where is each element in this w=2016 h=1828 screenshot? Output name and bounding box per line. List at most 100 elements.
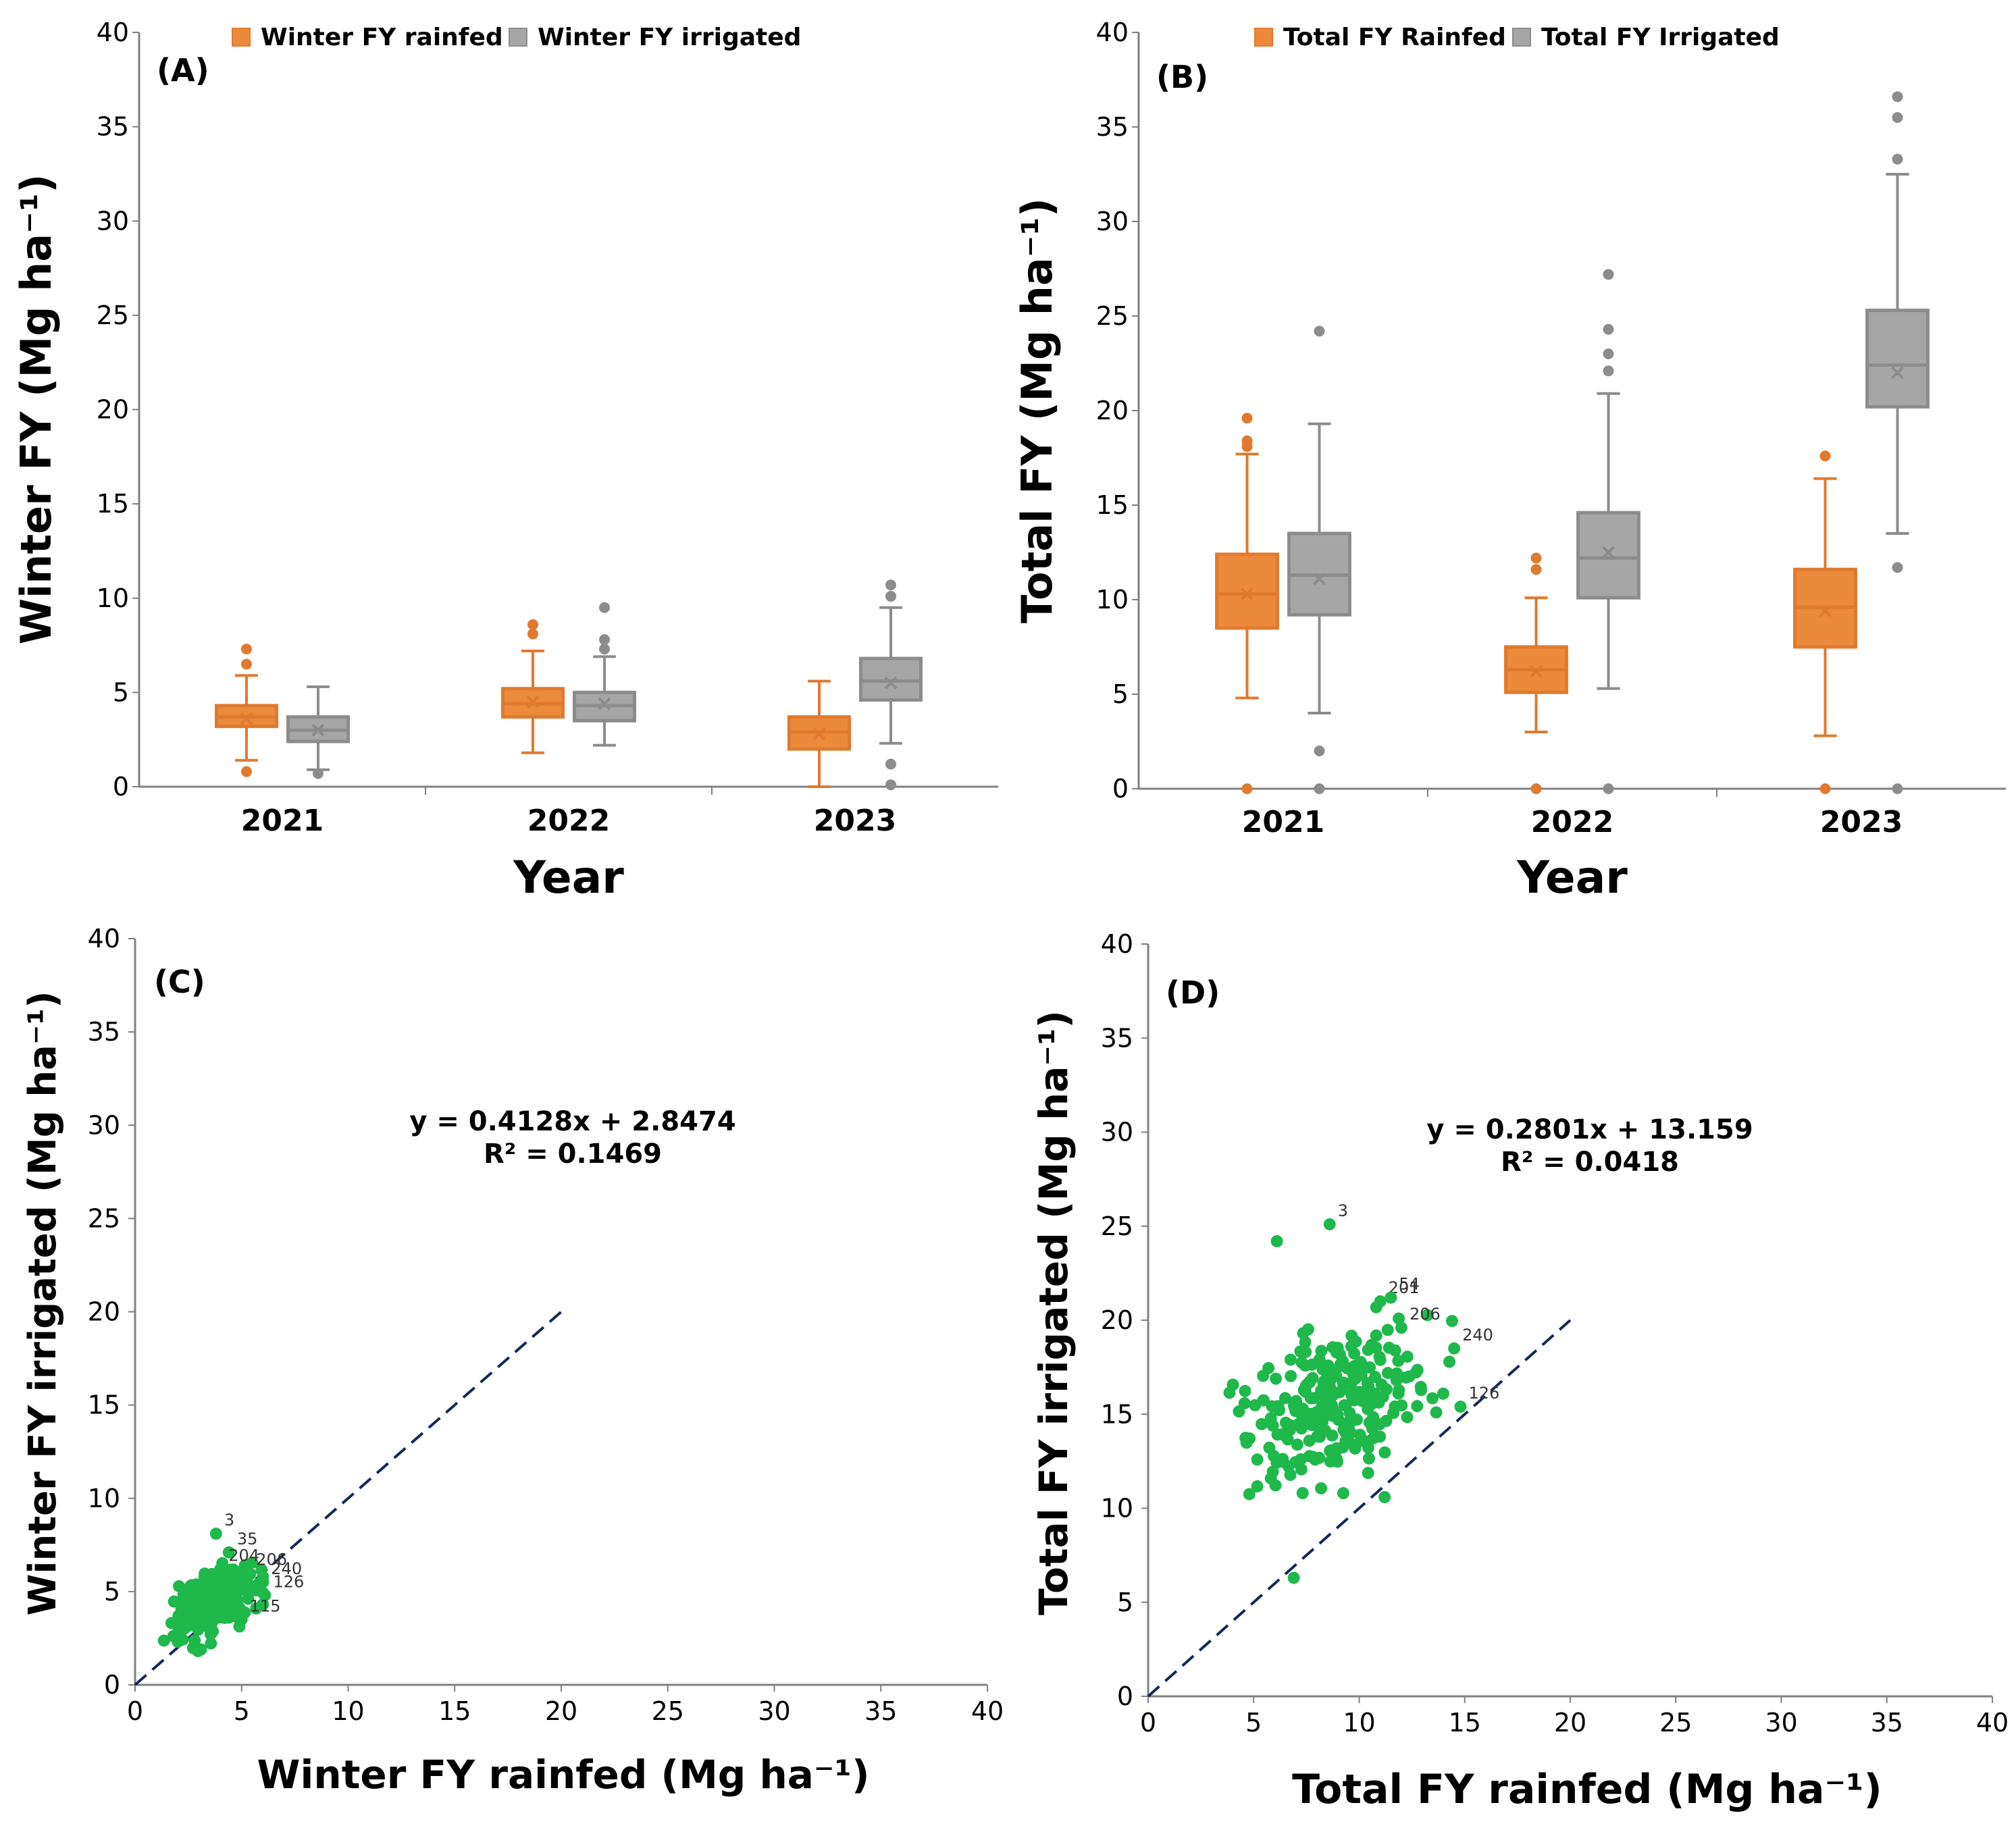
b-outlier-point [1241,435,1253,446]
c-x-tick-label: 30 [758,1696,790,1726]
d-scatter-point [1316,1363,1329,1376]
d-scatter-point [1324,1374,1337,1386]
d-scatter-point [1448,1342,1461,1355]
panel-a-x-axis-title: Year [513,852,624,904]
b-y-tick-label: 35 [1096,112,1129,142]
c-y-tick-label: 25 [88,1203,120,1233]
d-scatter-point [1381,1324,1394,1336]
b-outlier-point [1314,783,1325,794]
c-x-tick-label: 5 [234,1696,250,1726]
d-scatter-point [1395,1399,1408,1412]
d-scatter-point [1362,1467,1374,1480]
a-y-tick-label: 5 [113,677,129,707]
c-y-tick-label: 10 [88,1484,120,1513]
b-y-tick-label: 10 [1096,585,1129,615]
d-scatter-point [1343,1435,1355,1448]
a-outlier-point [241,658,252,670]
d-scatter-point [1345,1389,1358,1402]
c-scatter-point [190,1578,203,1591]
b-outlier-point [1603,269,1614,280]
c-x-tick-label: 35 [864,1696,897,1726]
d-scatter-point [1353,1428,1366,1441]
c-scatter-point [205,1637,217,1650]
d-scatter-point [1324,1444,1337,1457]
panel-d-equation: y = 0.2801x + 13.159 [1426,1114,1753,1145]
d-scatter-point [1326,1399,1339,1411]
d-scatter-point [1316,1400,1328,1413]
d-x-tick-label: 0 [1140,1708,1156,1738]
d-scatter-point [1411,1400,1424,1413]
d-scatter-point [1364,1361,1376,1374]
b-outlier-point [1314,746,1325,756]
d-scatter-point [1346,1375,1359,1388]
c-scatter-point [190,1589,203,1602]
d-scatter-point [1338,1399,1351,1411]
d-scatter-point [1239,1384,1251,1397]
d-scatter-point [1270,1372,1283,1385]
c-scatter-point [199,1567,211,1580]
d-scatter-point [1403,1370,1416,1383]
d-scatter-point [1272,1400,1285,1413]
d-scatter-point [1269,1479,1282,1492]
d-y-tick-label: 20 [1101,1305,1133,1335]
a-outlier-point [599,644,610,655]
d-x-tick-label: 40 [1976,1708,2009,1738]
d-scatter-point [1430,1406,1443,1419]
c-y-tick-label: 30 [88,1110,120,1140]
c-scatter-point [174,1631,186,1644]
a-outlier-point [885,590,896,602]
c-y-tick-label: 5 [104,1577,120,1607]
legend-swatch-total-irrigated [1512,28,1531,47]
d-scatter-point [1323,1218,1336,1230]
d-scatter-point [1326,1341,1339,1354]
d-scatter-point [1233,1405,1245,1418]
d-scatter-point [1401,1351,1414,1363]
c-scatter-point [235,1613,248,1626]
b-outlier-point [1314,325,1325,337]
b-y-tick-label: 5 [1112,679,1129,709]
c-y-tick-label: 40 [88,924,120,954]
d-scatter-point [1243,1488,1256,1500]
b-mean-marker [1530,664,1543,678]
d-scatter-point [1366,1422,1378,1435]
a-outlier-point [527,619,538,630]
d-point-annotation: 54 [1399,1275,1420,1294]
panel-a-legend: Winter FY rainfed Winter FY irrigated [232,24,801,51]
d-scatter-point [1281,1433,1294,1446]
d-scatter-point [1378,1446,1391,1459]
d-scatter-point [1314,1425,1326,1438]
d-scatter-point [1278,1392,1291,1405]
b-outlier-point [1892,562,1903,573]
b-y-tick-label: 15 [1096,490,1129,520]
a-mean-marker [240,712,253,725]
c-scatter-point [209,1527,222,1540]
d-scatter-point [1395,1322,1407,1334]
d-point-annotation: 126 [1469,1384,1500,1403]
d-scatter-point [1295,1356,1308,1369]
c-x-tick-label: 40 [971,1696,1004,1726]
c-scatter-point [157,1634,170,1647]
c-scatter-point [242,1592,255,1605]
d-scatter-point [1380,1383,1393,1396]
d-scatter-point [1355,1394,1368,1407]
d-scatter-point [1362,1380,1375,1393]
b-outlier-point [1241,413,1253,424]
d-y-tick-label: 10 [1101,1494,1133,1523]
c-y-tick-label: 20 [88,1297,120,1327]
legend-label-total-rainfed: Total FY Rainfed [1283,24,1506,51]
a-outlier-point [527,628,538,639]
panel-b-x-axis-title: Year [1516,852,1628,904]
d-scatter-point [1285,1369,1297,1382]
a-outlier-point [313,768,324,779]
d-point-annotation: 240 [1462,1326,1493,1344]
d-scatter-point [1362,1452,1375,1465]
d-scatter-point [1454,1401,1467,1413]
d-scatter-point [1257,1394,1270,1407]
b-x-category-label: 2021 [1242,805,1324,839]
d-scatter-point [1284,1469,1297,1482]
d-scatter-point [1279,1416,1292,1429]
panel-c-label: (C) [154,964,205,1000]
d-one-to-one-line [1147,1319,1572,1698]
b-mean-marker [1241,587,1253,601]
d-scatter-point [1308,1392,1320,1405]
